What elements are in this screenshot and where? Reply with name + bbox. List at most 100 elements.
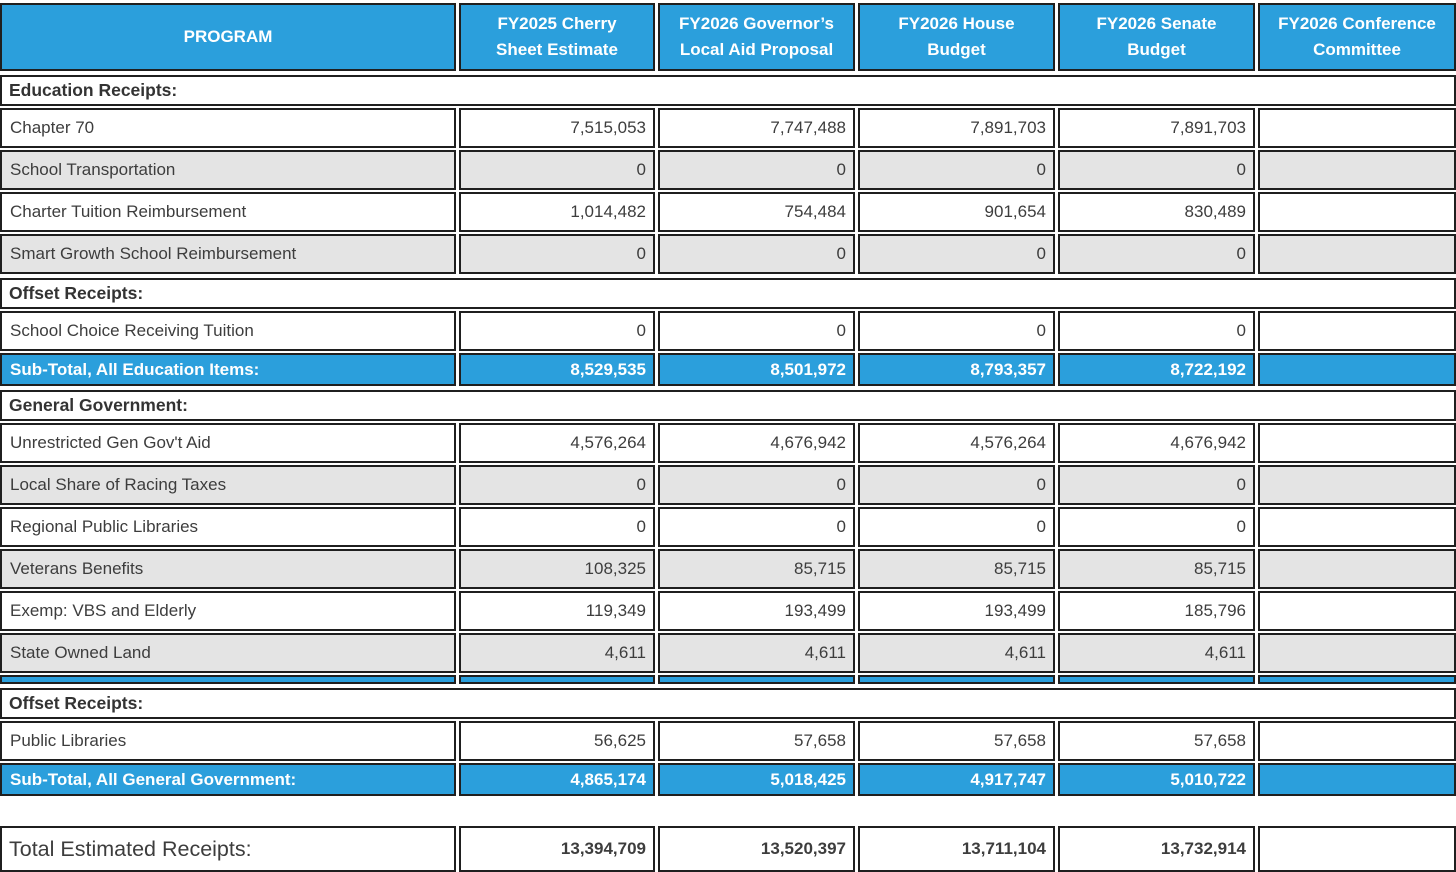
value-cell: 0: [858, 465, 1055, 505]
value-cell: 108,325: [459, 549, 655, 589]
value-cell: 56,625: [459, 721, 655, 761]
value-cell: 0: [858, 507, 1055, 547]
value-cell: 13,732,914: [1058, 826, 1255, 872]
value-cell: [1258, 763, 1456, 796]
value-cell: 85,715: [1058, 549, 1255, 589]
program-label: Regional Public Libraries: [0, 507, 456, 547]
column-header-program: PROGRAM: [0, 3, 456, 71]
value-cell: 4,611: [858, 633, 1055, 673]
value-cell: 4,611: [1058, 633, 1255, 673]
program-label: Sub-Total, All Education Items:: [0, 353, 456, 386]
value-cell: [1258, 150, 1456, 190]
value-cell: 0: [459, 311, 655, 351]
value-cell: [1258, 311, 1456, 351]
program-label: Charter Tuition Reimbursement: [0, 192, 456, 232]
value-cell: [1258, 423, 1456, 463]
section-header-label: General Government:: [0, 390, 1456, 421]
value-cell: 901,654: [858, 192, 1055, 232]
value-cell: 13,711,104: [858, 826, 1055, 872]
program-label: Exemp: VBS and Elderly: [0, 591, 456, 631]
partial-cell: [658, 675, 855, 684]
value-cell: 0: [658, 507, 855, 547]
data-row: Veterans Benefits 108,325 85,715 85,715 85,7…: [0, 549, 1456, 589]
value-cell: [1258, 108, 1456, 148]
value-cell: 0: [858, 234, 1055, 274]
subtotal-row: Sub-Total, All General Government: 4,865,…: [0, 763, 1456, 796]
section-header-row: Offset Receipts:: [0, 688, 1456, 719]
value-cell: [1258, 465, 1456, 505]
partial-cell: [0, 675, 456, 684]
section-header-label: Offset Receipts:: [0, 688, 1456, 719]
data-row: Regional Public Libraries 0 0 0 0: [0, 507, 1456, 547]
value-cell: 4,611: [459, 633, 655, 673]
value-cell: [1258, 507, 1456, 547]
value-cell: 185,796: [1058, 591, 1255, 631]
program-label: Local Share of Racing Taxes: [0, 465, 456, 505]
data-row: Public Libraries 56,625 57,658 57,658 57,658: [0, 721, 1456, 761]
value-cell: 5,018,425: [658, 763, 855, 796]
value-cell: 57,658: [858, 721, 1055, 761]
value-cell: 0: [459, 507, 655, 547]
value-cell: 4,576,264: [459, 423, 655, 463]
value-cell: 7,515,053: [459, 108, 655, 148]
section-header-row: Education Receipts:: [0, 75, 1456, 106]
section-header-label: Education Receipts:: [0, 75, 1456, 106]
value-cell: 7,891,703: [858, 108, 1055, 148]
program-label: Veterans Benefits: [0, 549, 456, 589]
value-cell: 57,658: [1058, 721, 1255, 761]
value-cell: [1258, 234, 1456, 274]
value-cell: 4,576,264: [858, 423, 1055, 463]
value-cell: 193,499: [858, 591, 1055, 631]
data-row: Exemp: VBS and Elderly 119,349 193,499 193,…: [0, 591, 1456, 631]
value-cell: 5,010,722: [1058, 763, 1255, 796]
column-header-fy2026-senate: FY2026 Senate Budget: [1058, 3, 1255, 71]
program-label: Smart Growth School Reimbursement: [0, 234, 456, 274]
value-cell: 0: [658, 234, 855, 274]
value-cell: 8,529,535: [459, 353, 655, 386]
value-cell: 4,865,174: [459, 763, 655, 796]
value-cell: 0: [1058, 311, 1255, 351]
value-cell: 57,658: [658, 721, 855, 761]
value-cell: 13,394,709: [459, 826, 655, 872]
spacer-row: [0, 798, 1456, 826]
value-cell: [1258, 826, 1456, 872]
value-cell: 8,722,192: [1058, 353, 1255, 386]
subtotal-row: Sub-Total, All Education Items: 8,529,535…: [0, 353, 1456, 386]
value-cell: 85,715: [858, 549, 1055, 589]
program-label: Sub-Total, All General Government:: [0, 763, 456, 796]
value-cell: 0: [459, 234, 655, 274]
program-label: School Choice Receiving Tuition: [0, 311, 456, 351]
partial-cell: [1058, 675, 1255, 684]
value-cell: [1258, 549, 1456, 589]
value-cell: 0: [658, 311, 855, 351]
value-cell: 0: [459, 465, 655, 505]
data-row: Local Share of Racing Taxes 0 0 0 0: [0, 465, 1456, 505]
program-label: Public Libraries: [0, 721, 456, 761]
column-header-fy2026-house: FY2026 House Budget: [858, 3, 1055, 71]
value-cell: 4,611: [658, 633, 855, 673]
data-row: School Choice Receiving Tuition 0 0 0 0: [0, 311, 1456, 351]
value-cell: [1258, 192, 1456, 232]
value-cell: 8,501,972: [658, 353, 855, 386]
value-cell: 8,793,357: [858, 353, 1055, 386]
value-cell: 0: [658, 465, 855, 505]
value-cell: 7,747,488: [658, 108, 855, 148]
data-row: Chapter 70 7,515,053 7,747,488 7,891,703 7,8…: [0, 108, 1456, 148]
value-cell: 7,891,703: [1058, 108, 1255, 148]
data-row: Unrestricted Gen Gov't Aid 4,576,264 4,676…: [0, 423, 1456, 463]
data-row: State Owned Land 4,611 4,611 4,611 4,611: [0, 633, 1456, 673]
value-cell: 0: [1058, 234, 1255, 274]
data-row: Smart Growth School Reimbursement 0 0 0 0: [0, 234, 1456, 274]
value-cell: 830,489: [1058, 192, 1255, 232]
data-row: Charter Tuition Reimbursement 1,014,482 75…: [0, 192, 1456, 232]
value-cell: [1258, 633, 1456, 673]
program-label: Chapter 70: [0, 108, 456, 148]
value-cell: 4,676,942: [658, 423, 855, 463]
program-label: State Owned Land: [0, 633, 456, 673]
value-cell: 0: [1058, 465, 1255, 505]
value-cell: [1258, 721, 1456, 761]
value-cell: 4,917,747: [858, 763, 1055, 796]
value-cell: 13,520,397: [658, 826, 855, 872]
value-cell: 193,499: [658, 591, 855, 631]
